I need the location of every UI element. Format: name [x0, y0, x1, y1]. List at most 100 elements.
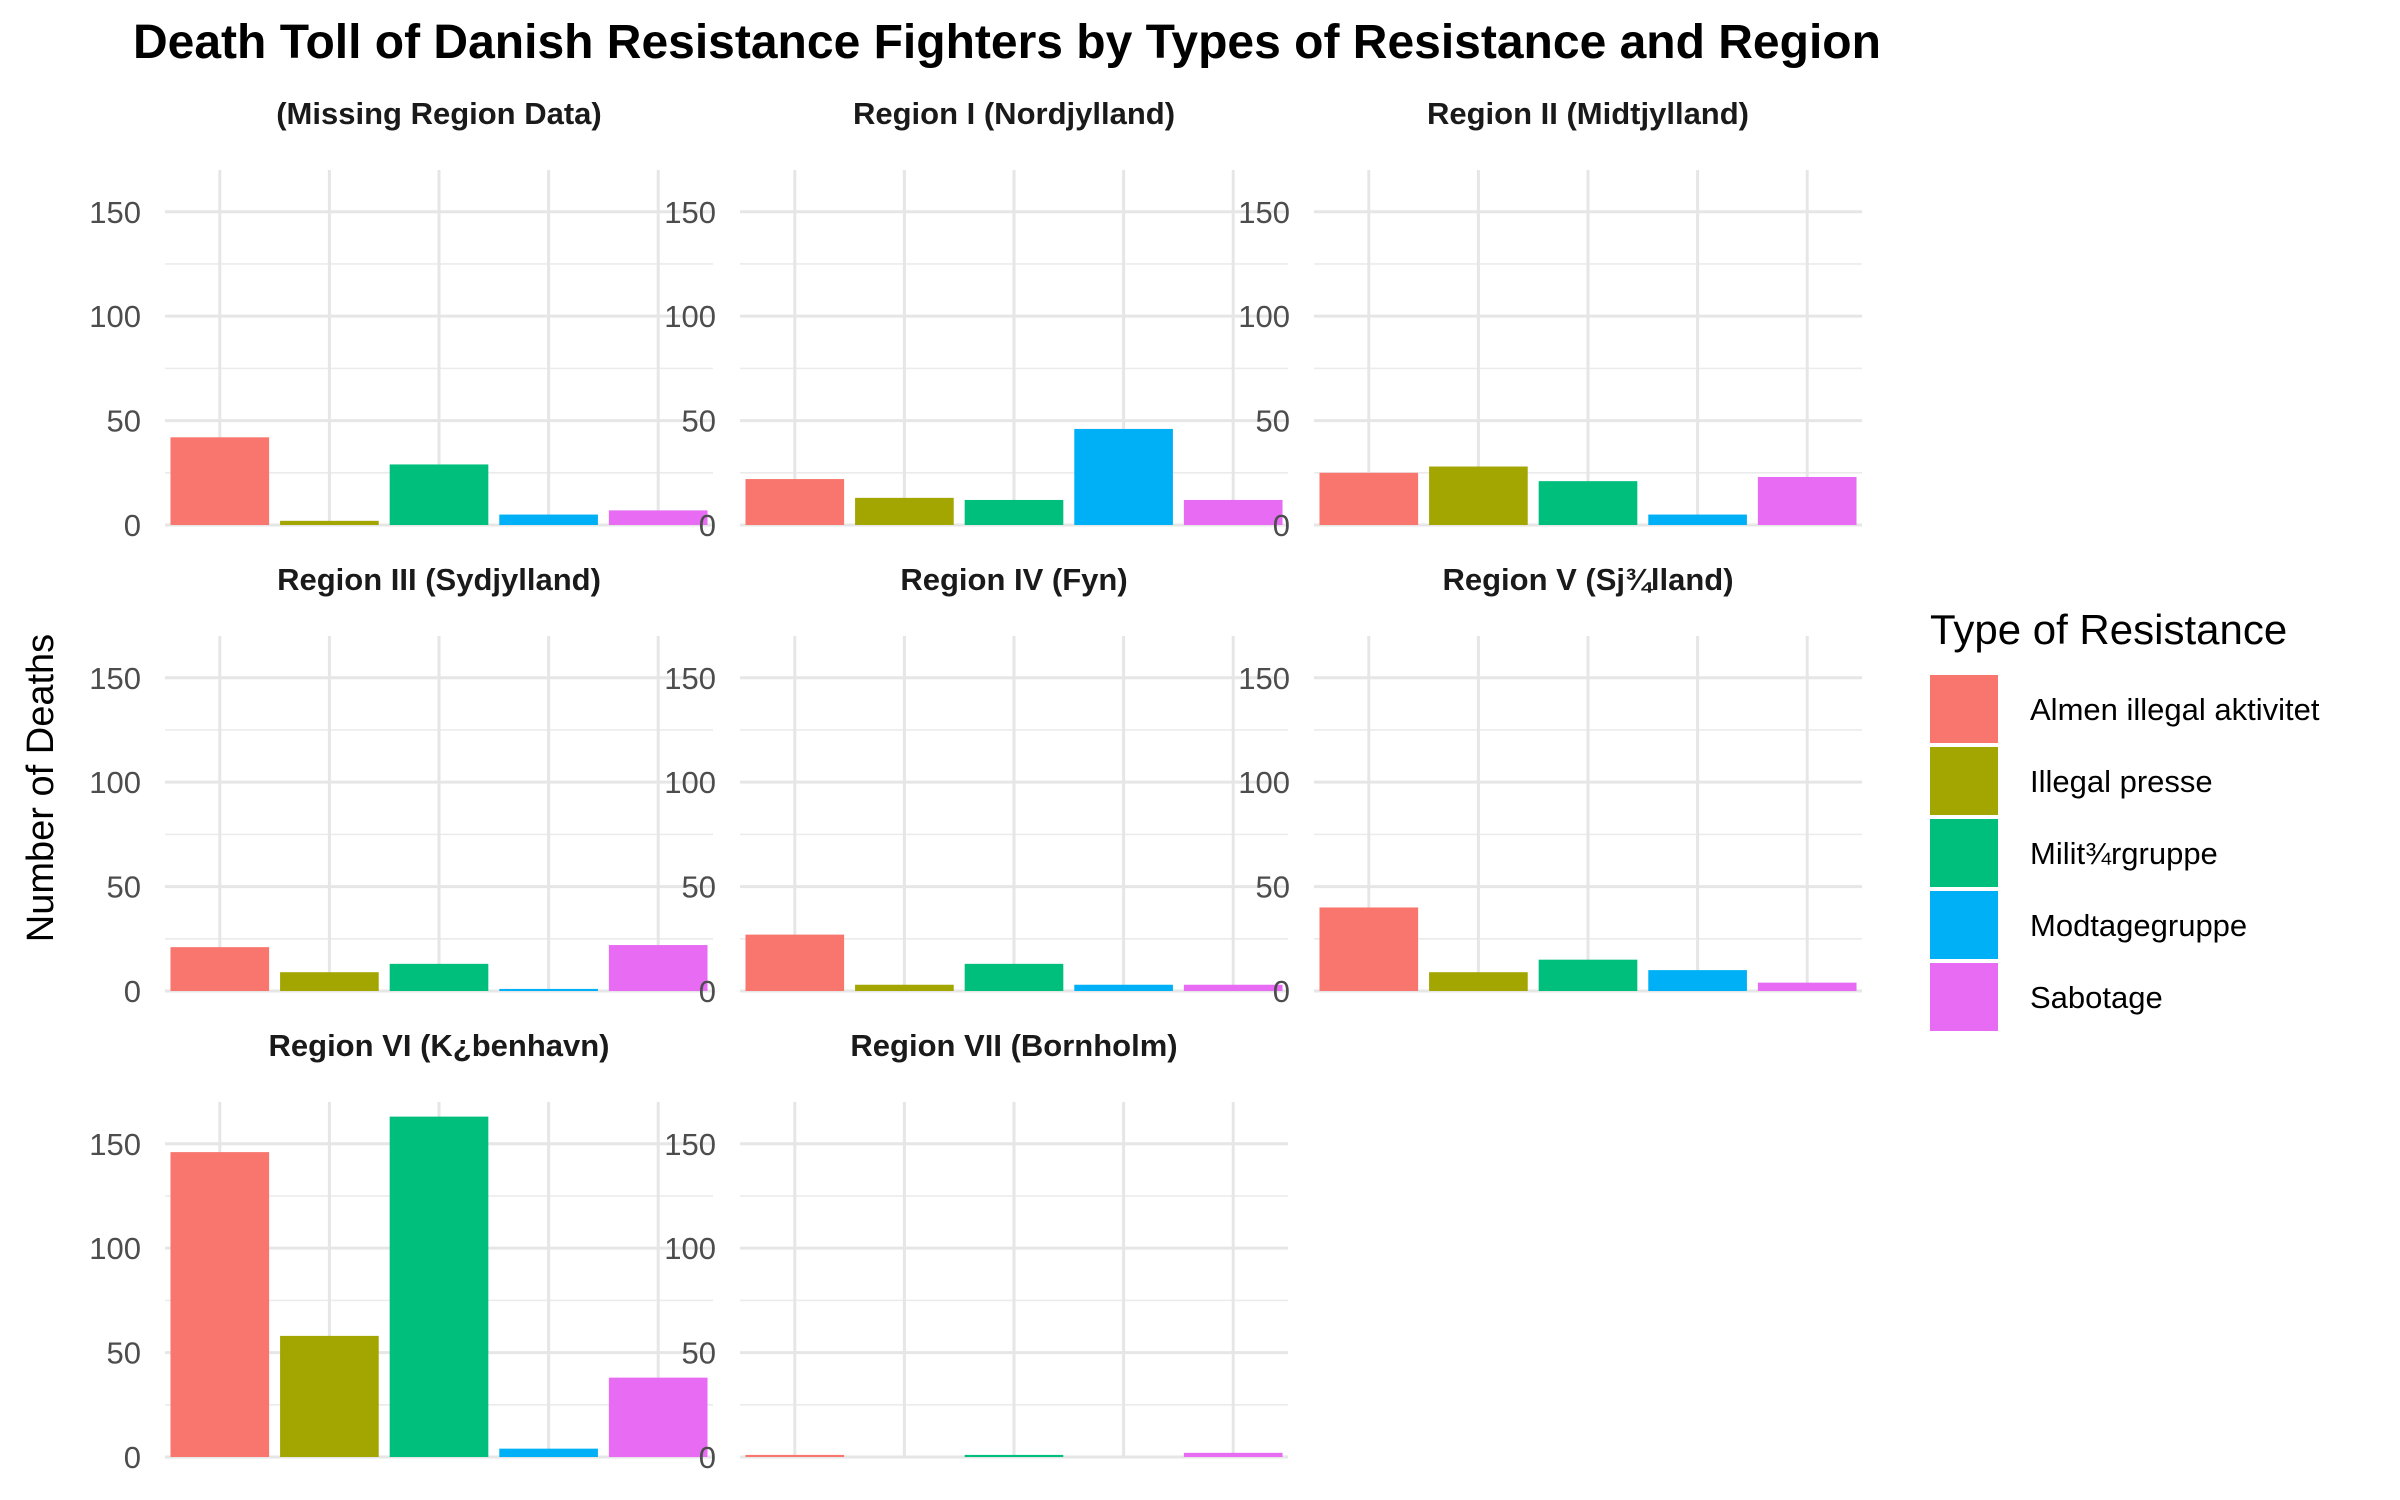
- facet-label: Region I (Nordjylland): [853, 96, 1175, 131]
- facet-label: Region V (Sj¾lland): [1442, 562, 1733, 597]
- bar: [1183, 499, 1283, 525]
- y-tick-label: 150: [89, 195, 141, 230]
- bar: [280, 972, 379, 991]
- bar: [1429, 972, 1528, 991]
- facet-label: Region III (Sydjylland): [277, 562, 601, 597]
- y-tick-label: 0: [699, 508, 716, 543]
- y-tick-label: 150: [1238, 661, 1290, 696]
- y-tick-label: 50: [682, 1336, 716, 1371]
- y-tick-label: 50: [107, 1336, 141, 1371]
- legend-label: Illegal presse: [2030, 764, 2213, 799]
- y-tick-label: 50: [107, 870, 141, 905]
- y-tick-label: 100: [89, 1231, 141, 1266]
- bar: [964, 1454, 1064, 1457]
- y-tick-label: 100: [664, 765, 716, 800]
- bar: [1319, 907, 1419, 991]
- y-tick-label: 100: [1238, 299, 1290, 334]
- bar: [280, 1335, 379, 1457]
- chart-title: Death Toll of Danish Resistance Fighters…: [133, 16, 1881, 69]
- facet-panel: Region II (Midtjylland) 0 50 100 150: [1238, 96, 1862, 543]
- y-tick-label: 0: [699, 1440, 716, 1475]
- bar: [1319, 472, 1419, 525]
- bar: [280, 520, 379, 525]
- facet-panel: Region V (Sj¾lland) 0 50 100 150: [1238, 562, 1862, 1009]
- bar: [1648, 970, 1747, 991]
- bar: [389, 464, 489, 525]
- facet-label: Region VI (K¿benhavn): [269, 1028, 610, 1063]
- bar: [964, 963, 1064, 991]
- bar: [1538, 959, 1638, 991]
- bar: [499, 988, 598, 991]
- facet-panel: Region III (Sydjylland) 0 50 100 150: [89, 562, 713, 1009]
- facet-label: Region IV (Fyn): [900, 562, 1127, 597]
- y-tick-label: 150: [664, 195, 716, 230]
- y-tick-label: 50: [682, 870, 716, 905]
- legend-swatch: [1930, 675, 1998, 743]
- y-tick-label: 100: [1238, 765, 1290, 800]
- facet-panel: (Missing Region Data) 0 50 100 150: [89, 96, 713, 543]
- legend: Type of Resistance Almen illegal aktivit…: [1930, 606, 2320, 1031]
- legend-item: Modtagegruppe: [1930, 891, 2247, 959]
- facet-panel: Region I (Nordjylland) 0 50 100 150: [664, 96, 1288, 543]
- y-tick-label: 150: [89, 661, 141, 696]
- bar: [1074, 428, 1173, 525]
- y-tick-label: 0: [699, 974, 716, 1009]
- bar: [855, 984, 954, 991]
- y-tick-label: 0: [1273, 508, 1290, 543]
- y-tick-label: 100: [89, 299, 141, 334]
- bar: [389, 963, 489, 991]
- bar: [745, 1454, 845, 1457]
- legend-title: Type of Resistance: [1930, 606, 2287, 653]
- bar: [170, 437, 270, 525]
- legend-label: Modtagegruppe: [2030, 908, 2247, 943]
- bar: [855, 497, 954, 525]
- legend-swatch: [1930, 963, 1998, 1031]
- y-tick-label: 150: [664, 661, 716, 696]
- y-tick-label: 50: [682, 404, 716, 439]
- y-tick-label: 150: [1238, 195, 1290, 230]
- facet-label: (Missing Region Data): [276, 96, 602, 131]
- y-tick-label: 50: [107, 404, 141, 439]
- bar: [1074, 984, 1173, 991]
- bar: [745, 479, 845, 525]
- legend-label: Almen illegal aktivitet: [2030, 692, 2320, 727]
- bar: [1538, 481, 1638, 525]
- bar: [745, 934, 845, 991]
- facet-panel: Region IV (Fyn) 0 50 100 150: [664, 562, 1288, 1009]
- facet-panel: Region VI (K¿benhavn) 0 50 100 150: [89, 1028, 713, 1475]
- legend-label: Milit¾rgruppe: [2030, 836, 2218, 871]
- y-tick-label: 0: [124, 508, 141, 543]
- bar: [964, 499, 1064, 525]
- facet-label: Region II (Midtjylland): [1427, 96, 1749, 131]
- bar: [499, 514, 598, 525]
- bar: [1648, 514, 1747, 525]
- bar: [170, 1152, 270, 1457]
- bar: [1429, 466, 1528, 525]
- legend-label: Sabotage: [2030, 980, 2163, 1015]
- y-tick-label: 100: [664, 1231, 716, 1266]
- bar: [389, 1116, 489, 1457]
- y-tick-label: 0: [1273, 974, 1290, 1009]
- bar: [608, 1377, 708, 1457]
- bar: [1183, 1452, 1283, 1457]
- y-tick-label: 150: [89, 1127, 141, 1162]
- bar: [608, 945, 708, 991]
- legend-item: Almen illegal aktivitet: [1930, 675, 2320, 743]
- bar: [499, 1448, 598, 1457]
- legend-swatch: [1930, 747, 1998, 815]
- bar: [1757, 476, 1857, 525]
- legend-item: Milit¾rgruppe: [1930, 819, 2218, 887]
- bar: [1183, 984, 1283, 991]
- bar: [1757, 982, 1857, 991]
- bar: [170, 947, 270, 991]
- y-tick-label: 50: [1256, 404, 1290, 439]
- y-tick-label: 0: [124, 1440, 141, 1475]
- legend-item: Illegal presse: [1930, 747, 2213, 815]
- legend-swatch: [1930, 819, 1998, 887]
- y-tick-label: 100: [664, 299, 716, 334]
- facet-panel: Region VII (Bornholm) 0 50 100 150: [664, 1028, 1288, 1475]
- facet-label: Region VII (Bornholm): [850, 1028, 1177, 1063]
- legend-swatch: [1930, 891, 1998, 959]
